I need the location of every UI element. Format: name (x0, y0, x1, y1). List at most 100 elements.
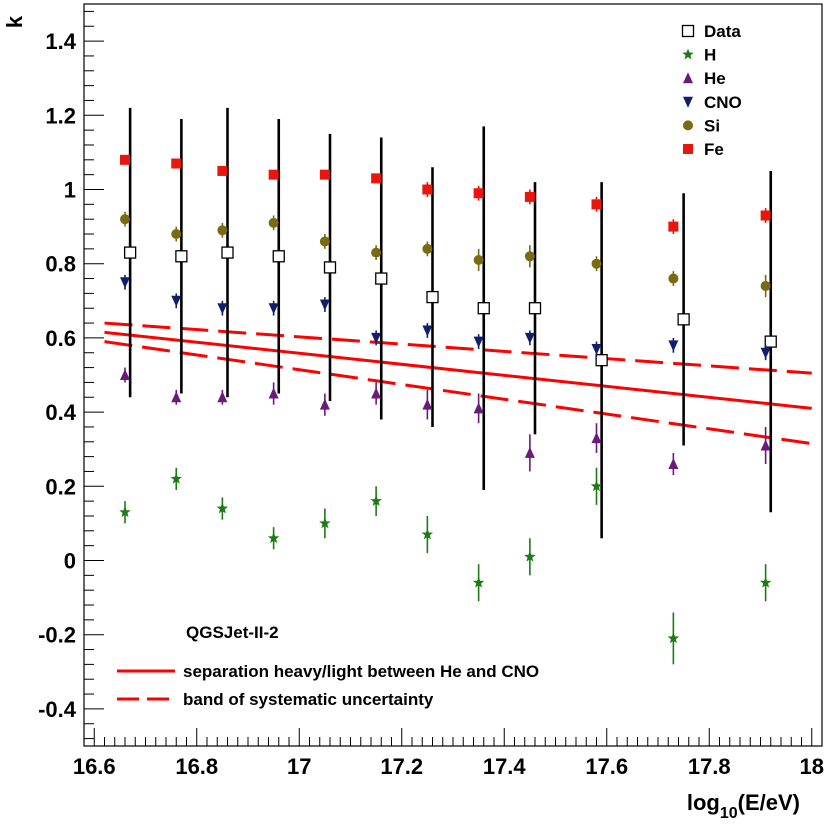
data-point-marker (477, 302, 490, 315)
separation-lines (104, 321, 812, 446)
series-fe (120, 154, 771, 235)
fe-point-marker (760, 210, 771, 221)
data-point-marker (595, 354, 608, 367)
legend-item-uncertainty: band of systematic uncertainty (117, 690, 434, 709)
legend-label: H (704, 46, 716, 65)
h-point-marker (170, 472, 182, 484)
x-tick-label: 17.8 (688, 754, 731, 779)
cno-point-marker (319, 299, 330, 311)
data-point-marker (528, 302, 542, 315)
fe-point-marker (268, 169, 279, 180)
y-tick-label: -0.4 (38, 697, 77, 722)
data-point-marker (272, 250, 285, 263)
cno-point-marker (171, 295, 182, 307)
fe-point-marker (371, 173, 382, 184)
y-tick-label: 1 (64, 178, 76, 203)
legend-label: CNO (704, 93, 742, 112)
legend-label: Fe (704, 140, 724, 159)
h-point-marker (216, 502, 229, 514)
legend-item-separation: separation heavy/light between He and CN… (117, 662, 539, 681)
he-point-marker (217, 391, 228, 403)
cno-point-marker (683, 96, 693, 108)
series-he (120, 367, 771, 476)
si-point-marker (591, 258, 602, 269)
uncertainty-band-line (104, 340, 812, 446)
cno-point-marker (371, 332, 382, 344)
fe-point-marker (217, 165, 228, 176)
series-cno (120, 274, 771, 361)
x-tick-label: 16.8 (175, 754, 218, 779)
data-point-marker (221, 246, 234, 259)
legend-item-h: H (682, 46, 716, 65)
fe-point-marker (591, 199, 602, 210)
x-axis-title-subscript: 10 (720, 805, 738, 822)
y-tick-label: 0.8 (45, 252, 76, 277)
legend-item-data: Data (681, 22, 741, 41)
legend-label: He (704, 69, 726, 88)
si-point-marker (371, 247, 382, 258)
si-point-marker (683, 120, 693, 131)
fe-point-marker (171, 158, 182, 169)
si-point-marker (171, 229, 182, 240)
fe-point-marker (319, 169, 330, 180)
x-axis-title-rest: (E/eV) (738, 790, 800, 815)
legend-item-fe: Fe (683, 140, 724, 159)
data-point-marker (323, 261, 337, 274)
he-point-marker (683, 72, 693, 84)
cno-point-marker (217, 303, 228, 315)
cno-point-marker (760, 347, 771, 359)
separation-line (104, 330, 812, 410)
legend-item-si: Si (683, 116, 720, 135)
si-point-marker (524, 251, 535, 262)
cno-point-marker (668, 340, 679, 352)
y-tick-label: 0 (64, 549, 76, 574)
y-axis: -0.4 -0.2 0 0.2 0.4 0.6 0.8 1 1.2 1.4 (38, 10, 104, 740)
fe-point-marker (683, 144, 693, 154)
y-tick-label: 0.4 (45, 400, 76, 425)
data-point-marker (677, 313, 690, 326)
h-point-marker (319, 517, 331, 529)
fe-point-marker (422, 184, 433, 195)
h-point-marker (421, 528, 434, 540)
y-axis-title: k (2, 15, 27, 28)
h-point-marker (472, 576, 485, 588)
line-legend: separation heavy/light between He and CN… (117, 662, 539, 709)
legend-label: Si (704, 116, 720, 135)
data-point-marker (175, 250, 188, 263)
h-point-marker (667, 632, 680, 644)
data-point-marker (375, 272, 388, 285)
si-point-marker (668, 273, 679, 284)
x-axis: 16.6 16.8 17 17.2 17.4 17.6 17.8 18 (73, 728, 824, 779)
data-point-marker (764, 335, 777, 348)
he-point-marker (120, 369, 130, 380)
he-point-marker (371, 387, 382, 399)
data-markers (119, 107, 777, 665)
x-tick-label: 18 (800, 754, 824, 779)
x-tick-label: 17 (287, 754, 311, 779)
si-point-marker (120, 214, 130, 225)
data-point-marker (123, 246, 137, 259)
x-axis-title: log10(E/eV) (687, 790, 800, 822)
h-point-marker (524, 550, 536, 562)
fe-point-marker (473, 188, 484, 199)
legend-item-he: He (683, 69, 726, 88)
y-tick-label: -0.2 (38, 623, 76, 648)
h-point-marker (590, 480, 603, 492)
cno-point-marker (524, 332, 535, 344)
si-point-marker (422, 243, 433, 254)
he-point-marker (422, 398, 433, 410)
legend: Data H He CNO Si Fe (681, 22, 742, 159)
x-tick-label: 17.6 (585, 754, 628, 779)
cno-point-marker (473, 336, 484, 348)
he-point-marker (524, 446, 535, 458)
x-axis-title-base: log (687, 790, 720, 815)
si-point-marker (217, 225, 228, 236)
data-point-marker (426, 290, 439, 304)
legend-label: separation heavy/light between He and CN… (183, 662, 539, 681)
he-point-marker (760, 439, 771, 451)
y-tick-label: 0.6 (45, 326, 76, 351)
he-point-marker (268, 387, 279, 399)
si-point-marker (268, 217, 279, 228)
x-tick-label: 17.2 (380, 754, 423, 779)
